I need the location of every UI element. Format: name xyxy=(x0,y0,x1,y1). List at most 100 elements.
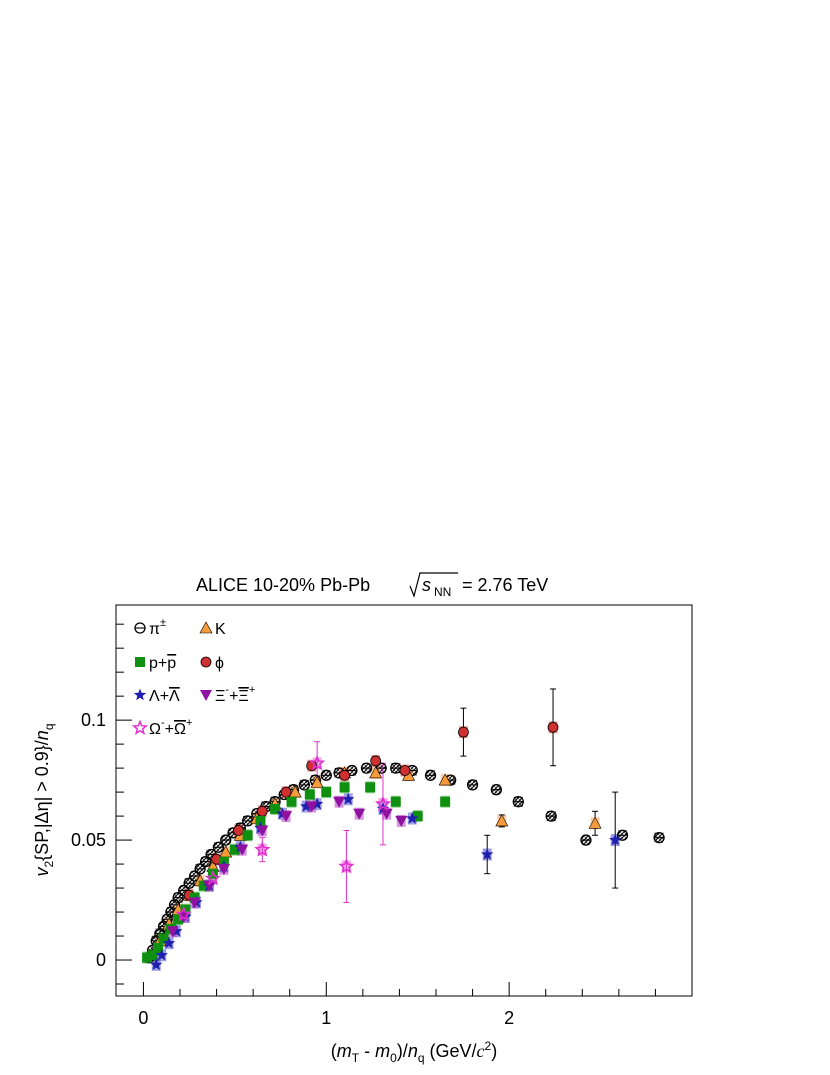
series-4-point xyxy=(162,936,176,949)
series-5-point xyxy=(380,808,393,820)
series-3-point xyxy=(270,803,281,814)
series-3-point xyxy=(180,904,191,915)
series-2-point xyxy=(280,786,292,798)
ylabel-v: v xyxy=(32,867,52,877)
legend-label-main: ϕ xyxy=(215,655,224,672)
svg-text:p+p: p+p xyxy=(149,655,176,672)
series-4-point xyxy=(609,833,622,846)
series-1-point xyxy=(588,816,602,829)
legend-label-main: Ω xyxy=(149,721,161,738)
series-0-point xyxy=(512,796,524,808)
xlabel-m2: m xyxy=(375,1041,390,1061)
systematic-boxes xyxy=(142,721,664,971)
axes: 0 1 2 0 0.05 0.1 xyxy=(71,623,656,1028)
series-3-point xyxy=(286,796,297,807)
svg-text:π±: π± xyxy=(149,617,166,638)
series-3-point xyxy=(339,782,350,793)
series-4-point xyxy=(170,924,183,937)
series-0-point xyxy=(616,829,629,841)
legend-entry-4: Λ+Λ xyxy=(133,688,180,705)
legend-marker-3 xyxy=(135,657,145,667)
title-sqrt-sub: NN xyxy=(434,585,451,599)
ylabel-mid: {SP,|Δη| > 0.9}/ xyxy=(32,740,52,861)
legend-label-main: π xyxy=(149,621,160,638)
series-2-point xyxy=(370,755,382,767)
series-3-point xyxy=(390,796,401,807)
series-4-point xyxy=(300,800,313,812)
svg-text:Ξ-+Ξ+: Ξ-+Ξ+ xyxy=(215,684,255,705)
series-0-point xyxy=(183,877,195,889)
xlabel-m1: m xyxy=(337,1041,352,1061)
series-2-point xyxy=(399,765,411,776)
series-0-point xyxy=(220,834,232,846)
chart-title: ALICE 10-20% Pb-Pb s NN = 2.76 TeV xyxy=(196,572,548,599)
series-4-point xyxy=(481,848,494,860)
legend-label-main: Λ+ xyxy=(149,688,169,705)
svg-text:ALICE 10-20% Pb-Pb: ALICE 10-20% Pb-Pb xyxy=(196,575,370,595)
ylabel-n: n xyxy=(32,730,52,740)
series-4-point xyxy=(376,802,390,815)
series-3-point xyxy=(229,844,240,855)
legend-label-main: Ξ xyxy=(215,688,225,705)
series-3-point xyxy=(255,815,266,826)
series-4-point xyxy=(311,797,324,810)
legend-marker-2 xyxy=(200,656,212,668)
svg-text:ϕ: ϕ xyxy=(215,655,224,672)
series-4-point xyxy=(406,812,419,824)
legend-label-sup: - xyxy=(161,717,165,729)
legend-label-bar: Λ xyxy=(169,688,180,705)
series-6-point xyxy=(204,869,222,886)
series-2-point xyxy=(547,721,559,733)
series-1-point xyxy=(369,766,383,779)
legend-marker-5 xyxy=(200,690,212,701)
svg-text:v2{SP,|Δη| > 0.9}/nq: v2{SP,|Δη| > 0.9}/nq xyxy=(32,723,56,876)
xlabel-open: ( xyxy=(331,1041,337,1061)
xlabel-n: n xyxy=(408,1041,418,1061)
series-0-point xyxy=(212,841,225,853)
legend-label-bar-sup: + xyxy=(249,684,255,696)
series-3-point xyxy=(198,880,209,891)
series-3-point xyxy=(412,811,423,822)
series-2-point xyxy=(339,769,350,781)
series-3-point xyxy=(440,796,451,807)
series-6-point xyxy=(254,841,271,857)
legend-label-bar: Ξ xyxy=(238,688,248,705)
xlabel-m1-sub: T xyxy=(352,1051,360,1065)
legend-label-bar: Ω xyxy=(174,721,186,738)
series-6-point xyxy=(338,857,355,874)
series-5-point xyxy=(203,880,216,892)
series-2-point xyxy=(233,825,244,836)
series-5-point xyxy=(395,815,408,827)
y-axis-label: v2{SP,|Δη| > 0.9}/nq xyxy=(32,723,56,876)
title-sqrt-s: s xyxy=(422,575,431,595)
y-tick-label: 0 xyxy=(96,950,106,970)
legend-label-main: K xyxy=(215,621,226,638)
series-0-point xyxy=(298,779,310,791)
legend-entry-1: K xyxy=(199,621,226,638)
y-tick-label: 0.05 xyxy=(71,830,106,850)
series-3-point xyxy=(153,943,164,954)
legend-label-bar-sup: + xyxy=(186,717,192,729)
series-0-point xyxy=(194,863,206,875)
series-5-point xyxy=(353,808,366,820)
series-6-point xyxy=(374,795,392,812)
series-0-point xyxy=(360,762,373,774)
legend-entry-0: π± xyxy=(134,617,166,638)
xlabel-minus: - xyxy=(359,1041,375,1061)
x-tick-label: 0 xyxy=(138,1008,148,1028)
series-0-point xyxy=(490,784,502,796)
series-0-point xyxy=(466,779,479,791)
series-3-point xyxy=(365,782,376,793)
series-0-point xyxy=(172,892,184,904)
series-5-point xyxy=(280,811,293,823)
series-3-point xyxy=(147,950,158,961)
data-points xyxy=(142,721,665,971)
series-0-point xyxy=(199,856,212,868)
svg-text:Λ+Λ: Λ+Λ xyxy=(149,688,180,705)
legend-entry-3: p+p xyxy=(135,655,176,672)
legend: π± Kp+p ϕΛ+Λ Ξ-+Ξ+Ω-+Ω+ xyxy=(131,617,255,738)
legend-entry-6: Ω-+Ω+ xyxy=(131,717,192,738)
svg-text:Ω-+Ω+: Ω-+Ω+ xyxy=(149,717,192,738)
series-3-point xyxy=(321,787,332,798)
